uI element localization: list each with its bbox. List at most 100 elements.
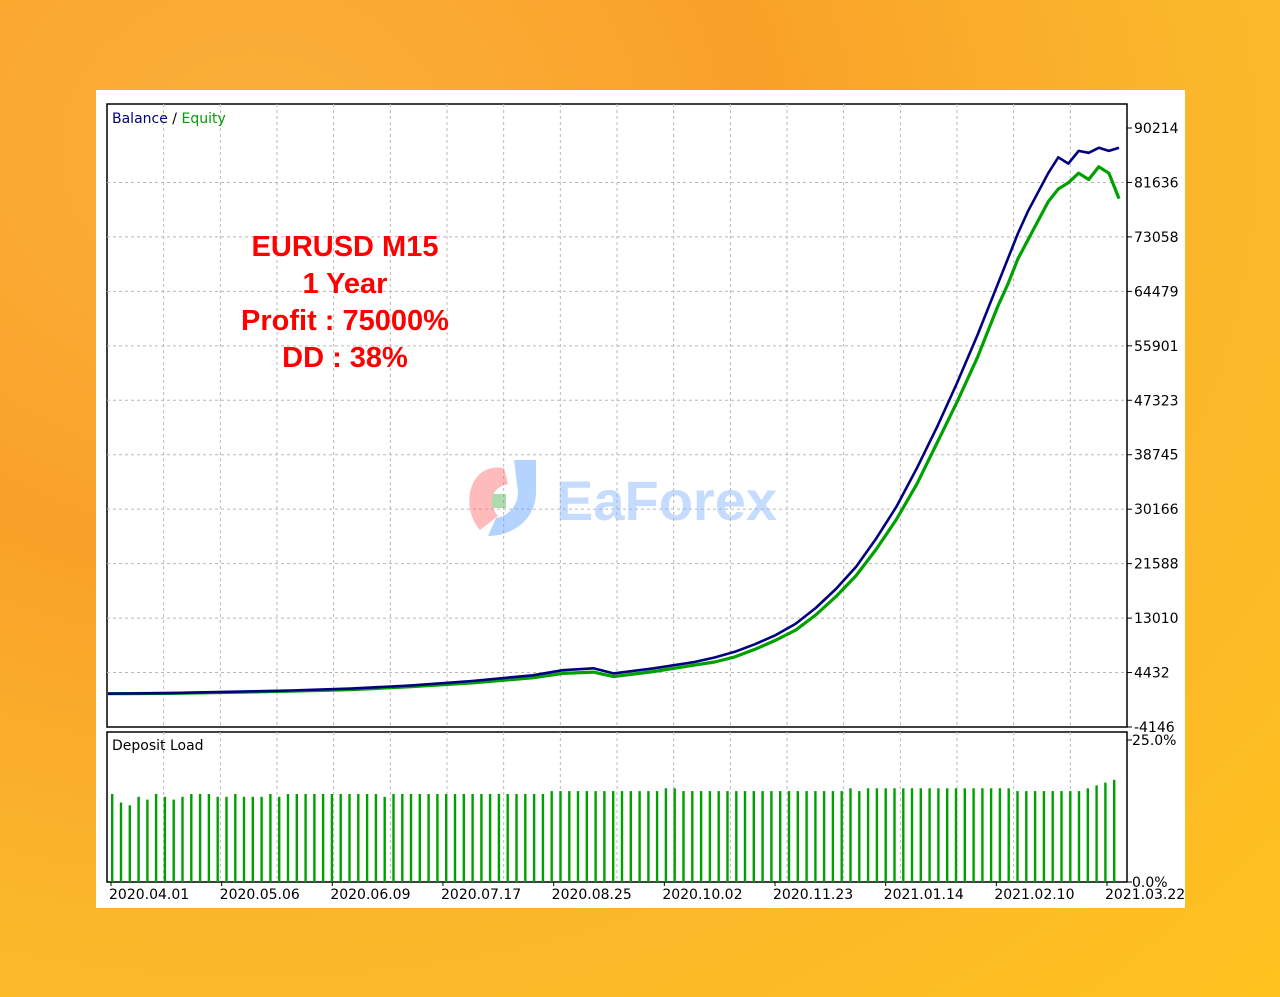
deposit-bar [453, 794, 457, 882]
deposit-bar [884, 788, 887, 882]
deposit-bar [225, 796, 228, 882]
deposit-bar [1042, 791, 1046, 882]
deposit-bar [541, 794, 545, 882]
deposit-x-tick-label: 2020.08.25 [552, 887, 632, 903]
deposit-x-tick-label: 2020.05.06 [220, 887, 300, 903]
deposit-bar [937, 788, 940, 882]
deposit-bar [269, 794, 272, 882]
deposit-bar [1077, 791, 1081, 882]
deposit-bar [928, 788, 931, 882]
deposit-bar [365, 794, 369, 882]
deposit-bar [1016, 791, 1019, 882]
deposit-bar [216, 796, 219, 882]
watermark-logo-icon [469, 467, 508, 530]
deposit-bar [743, 791, 747, 882]
main-y-tick-label: 13010 [1134, 611, 1179, 627]
deposit-bar [691, 791, 694, 882]
deposit-bar [321, 794, 325, 882]
deposit-bar [796, 791, 799, 882]
main-y-ticks: 90214 81636 73058 64479 55901 47323 38745 30166… [1127, 121, 1179, 736]
deposit-bar [761, 791, 764, 882]
deposit-bar [919, 788, 922, 882]
deposit-bar [392, 794, 395, 882]
deposit-bar [726, 791, 729, 882]
deposit-bar [357, 794, 360, 882]
deposit-bar [989, 788, 993, 882]
main-y-tick-label: 30166 [1134, 502, 1179, 518]
deposit-bar [787, 791, 791, 882]
deposit-bar [234, 794, 237, 882]
main-series [107, 146, 1121, 696]
deposit-bar [673, 788, 676, 882]
deposit-bar [594, 791, 597, 882]
deposit-bar [172, 799, 175, 882]
deposit-bar [866, 788, 870, 882]
main-y-tick-label: 21588 [1134, 557, 1179, 573]
deposit-bar [427, 794, 430, 882]
deposit-bar [620, 791, 624, 882]
deposit-x-tick-label: 2020.10.02 [662, 887, 742, 903]
watermark-logo-icon-blue [488, 460, 536, 536]
main-y-tick-label: 47323 [1134, 393, 1179, 409]
annotation-line-4: DD : 38% [282, 342, 408, 374]
deposit-bar [902, 788, 905, 882]
main-y-tick-label: 55901 [1134, 339, 1179, 355]
deposit-bar [840, 791, 843, 882]
deposit-bar [207, 794, 211, 882]
annotation: EURUSD M15 1 Year Profit : 75000% DD : 3… [241, 231, 449, 374]
deposit-x-tick-label: 2021.02.10 [994, 887, 1074, 903]
deposit-bar [568, 791, 571, 882]
deposit-bar [1060, 791, 1063, 882]
deposit-bar [260, 796, 263, 882]
main-y-tick-label: 4432 [1134, 666, 1170, 682]
deposit-bar [910, 788, 914, 882]
annotation-line-2: 1 Year [303, 268, 388, 300]
annotation-line-3: Profit : 75000% [241, 305, 449, 337]
main-y-tick-label: 73058 [1134, 230, 1179, 246]
deposit-y-ticks: 25.0% 0.0% [1127, 733, 1176, 891]
deposit-bar [603, 791, 606, 882]
deposit-bar [497, 794, 501, 882]
deposit-bar [146, 799, 149, 882]
deposit-bar [770, 791, 773, 882]
deposit-bar [779, 791, 782, 882]
deposit-bar [612, 791, 615, 882]
deposit-bar [471, 794, 474, 882]
deposit-bar [128, 805, 131, 882]
deposit-panel-title: Deposit Load [112, 738, 204, 754]
deposit-bar [1025, 791, 1028, 882]
deposit-bar [190, 794, 193, 882]
deposit-bar [480, 794, 483, 882]
deposit-bar [383, 796, 386, 882]
deposit-bar [1095, 785, 1098, 882]
watermark-logo: EaForex [469, 460, 777, 536]
deposit-bar [1086, 788, 1089, 882]
deposit-bar [849, 788, 852, 882]
deposit-bar [304, 794, 307, 882]
deposit-x-tick-label: 2020.06.09 [330, 887, 410, 903]
chart-svg: 90214 81636 73058 64479 55901 47323 38745 30166… [106, 103, 1185, 903]
deposit-bar [409, 794, 413, 882]
deposit-bar [515, 794, 518, 882]
deposit-bar [946, 788, 949, 882]
deposit-bar [154, 794, 158, 882]
legend: Balance / Equity [112, 111, 226, 127]
deposit-bar [251, 796, 254, 882]
deposit-bar [401, 794, 404, 882]
deposit-bar [1069, 791, 1072, 882]
deposit-bar [348, 794, 351, 882]
deposit-bar [119, 802, 123, 882]
deposit-bar [699, 791, 703, 882]
deposit-bar [330, 794, 334, 882]
deposit-bar [1104, 782, 1107, 882]
deposit-bar [1051, 791, 1054, 882]
deposit-bar [822, 791, 826, 882]
watermark-logo-plus [492, 494, 506, 508]
deposit-bar [339, 794, 342, 882]
deposit-y-tick-label: 25.0% [1132, 733, 1176, 749]
deposit-bar [708, 791, 712, 882]
deposit-bar [198, 794, 202, 882]
deposit-bar [137, 796, 140, 882]
annotation-line-1: EURUSD M15 [252, 231, 439, 263]
deposit-bar [682, 791, 685, 882]
